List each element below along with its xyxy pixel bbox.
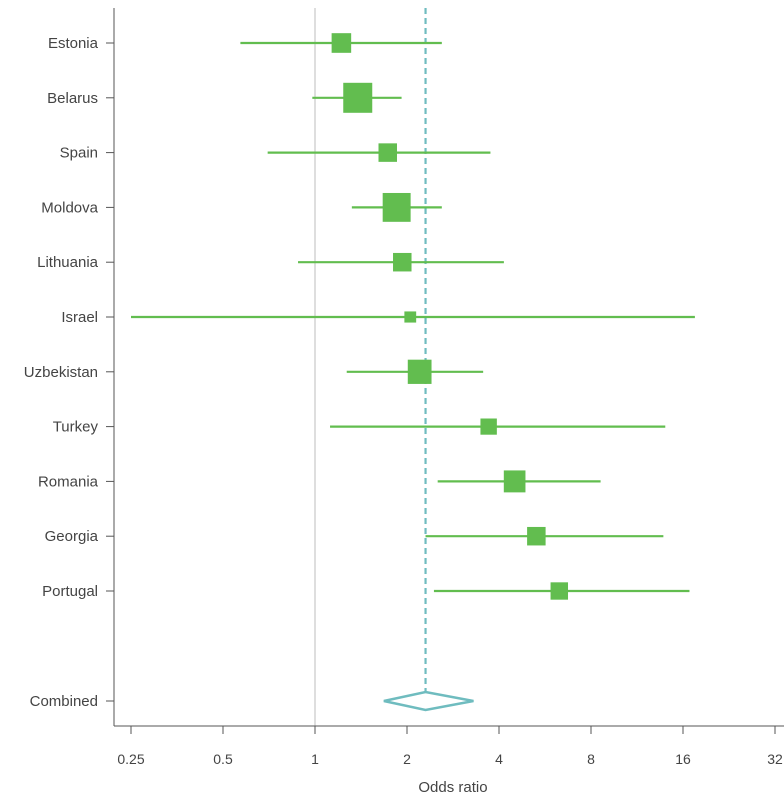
x-tick-label-32: 32 (767, 751, 783, 767)
x-tick-label-0-5: 0.5 (213, 751, 233, 767)
x-tick-label-4: 4 (495, 751, 503, 767)
point-estimate-box-spain (378, 143, 398, 162)
point-estimate-box-romania (503, 470, 526, 493)
x-tick-label-16: 16 (675, 751, 691, 767)
x-tick-label-0-25: 0.25 (117, 751, 144, 767)
y-axis: Estonia Belarus Spain Moldova Lithuania Israe… (24, 8, 115, 726)
point-estimate-box-turkey (480, 418, 497, 435)
row-label-portugal: Portugal (42, 583, 98, 600)
combined-diamond (383, 690, 474, 712)
row-label-belarus: Belarus (47, 90, 98, 107)
row-label-israel: Israel (61, 309, 98, 326)
point-estimate-box-uzbekistan (407, 359, 432, 384)
point-estimate-box-israel (404, 311, 417, 323)
row-label-uzbekistan: Uzbekistan (24, 364, 98, 381)
x-axis-title: Odds ratio (418, 779, 487, 796)
x-tick-label-8: 8 (587, 751, 595, 767)
row-label-estonia: Estonia (48, 35, 99, 52)
point-estimate-box-georgia (527, 526, 546, 546)
row-label-combined: Combined (30, 693, 98, 710)
row-label-spain: Spain (60, 145, 98, 162)
row-label-georgia: Georgia (45, 528, 99, 545)
plot-area (131, 8, 695, 726)
row-label-moldova: Moldova (41, 199, 98, 216)
row-label-lithuania: Lithuania (37, 254, 99, 271)
point-estimate-box-portugal (550, 582, 569, 600)
x-tick-label-1: 1 (311, 751, 319, 767)
point-estimate-box-belarus (343, 82, 373, 113)
row-label-turkey: Turkey (53, 419, 99, 436)
x-tick-label-2: 2 (403, 751, 411, 767)
point-estimate-box-lithuania (393, 252, 412, 272)
x-axis: 0.25 0.5 1 2 4 8 16 32 (114, 725, 784, 767)
point-estimate-box-estonia (331, 33, 352, 53)
row-label-romania: Romania (38, 473, 99, 490)
point-estimate-box-moldova (382, 192, 411, 222)
